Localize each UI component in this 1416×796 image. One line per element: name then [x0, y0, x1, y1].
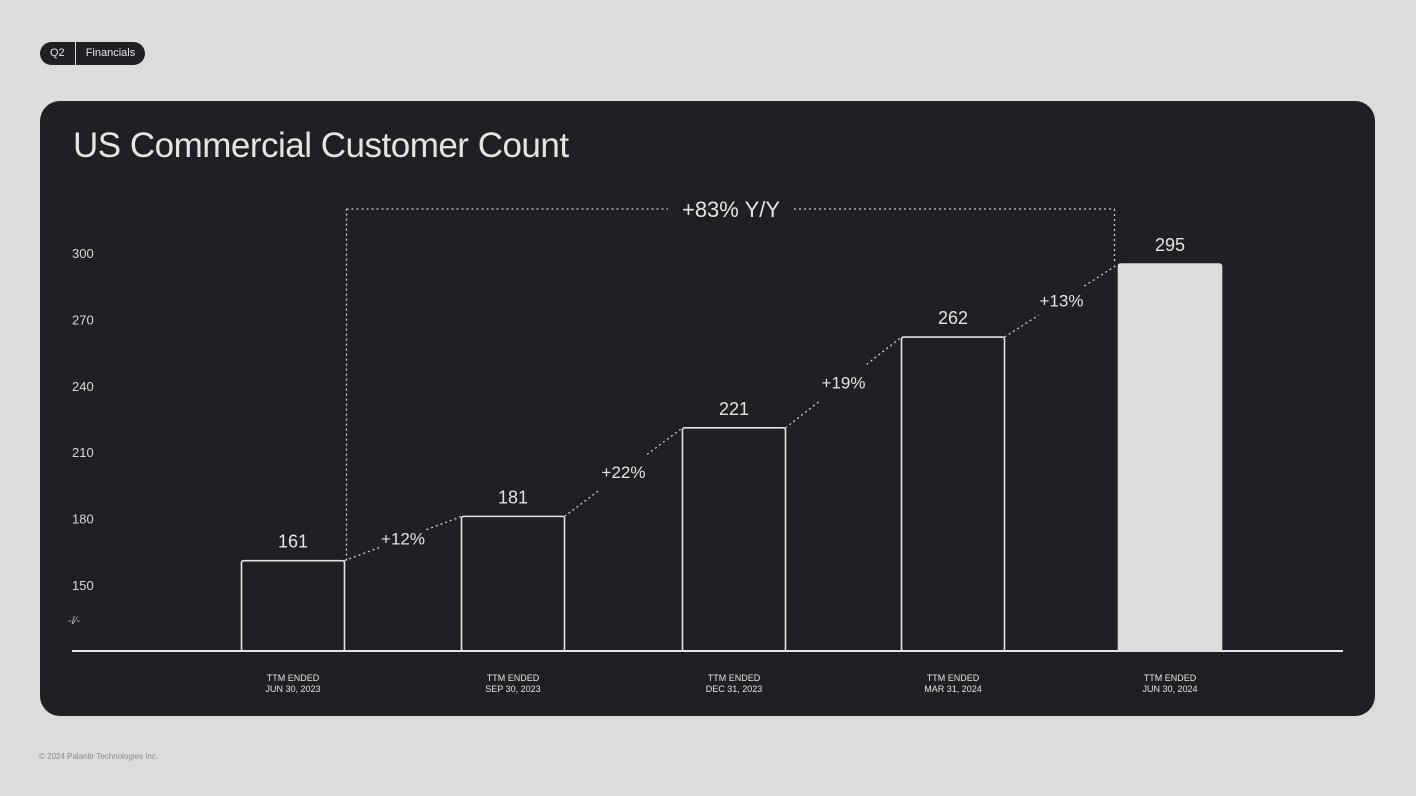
bar-value-label: 221	[719, 399, 749, 419]
growth-connector	[785, 400, 821, 429]
growth-label: +13%	[1040, 292, 1084, 311]
growth-connector	[564, 489, 601, 517]
growth-label: +12%	[381, 530, 425, 549]
growth-label: +19%	[822, 373, 866, 392]
y-tick-label: 240	[72, 379, 94, 394]
y-tick-label: 180	[72, 512, 94, 527]
growth-connector	[344, 546, 380, 562]
y-tick-label: 210	[72, 445, 94, 460]
axis-break-symbol: -/⁄-	[68, 615, 81, 627]
quarter-tag: Q2	[50, 47, 65, 59]
growth-connector	[866, 336, 902, 365]
y-tick-label: 270	[72, 312, 94, 327]
bar-value-label: 295	[1155, 235, 1185, 255]
growth-connector	[1083, 263, 1119, 287]
section-tag-label: Financials	[85, 47, 136, 59]
bar-value-label: 262	[938, 308, 968, 328]
bar	[460, 515, 566, 652]
growth-connector	[1004, 314, 1040, 338]
tag-divider	[74, 42, 76, 65]
copyright-footer: © 2024 Palantir Technologies Inc.	[39, 752, 159, 761]
x-tick-label: JUN 30, 2023	[265, 684, 320, 694]
growth-label: +22%	[602, 463, 646, 482]
yoy-label: +83% Y/Y	[682, 197, 780, 222]
bar-value-label: 181	[498, 487, 528, 507]
growth-connector	[646, 427, 683, 455]
bar	[681, 427, 787, 652]
x-tick-label: TTM ENDED	[927, 673, 980, 683]
bar	[900, 336, 1006, 652]
x-tick-label: DEC 31, 2023	[706, 684, 763, 694]
x-tick-label: TTM ENDED	[1144, 673, 1197, 683]
bar	[240, 559, 346, 652]
growth-connector	[426, 515, 462, 531]
x-tick-label: TTM ENDED	[708, 673, 761, 683]
chart-title: US Commercial Customer Count	[73, 126, 569, 165]
x-tick-label: SEP 30, 2023	[485, 684, 540, 694]
x-tick-label: TTM ENDED	[487, 673, 540, 683]
x-tick-label: TTM ENDED	[267, 673, 320, 683]
x-tick-label: JUN 30, 2024	[1142, 684, 1197, 694]
bar	[1117, 263, 1223, 652]
bar-value-label: 161	[278, 532, 308, 552]
y-tick-label: 150	[72, 578, 94, 593]
y-tick-label: 300	[72, 246, 94, 261]
section-tag: Q2 Financials	[40, 42, 146, 65]
x-tick-label: MAR 31, 2024	[924, 684, 982, 694]
